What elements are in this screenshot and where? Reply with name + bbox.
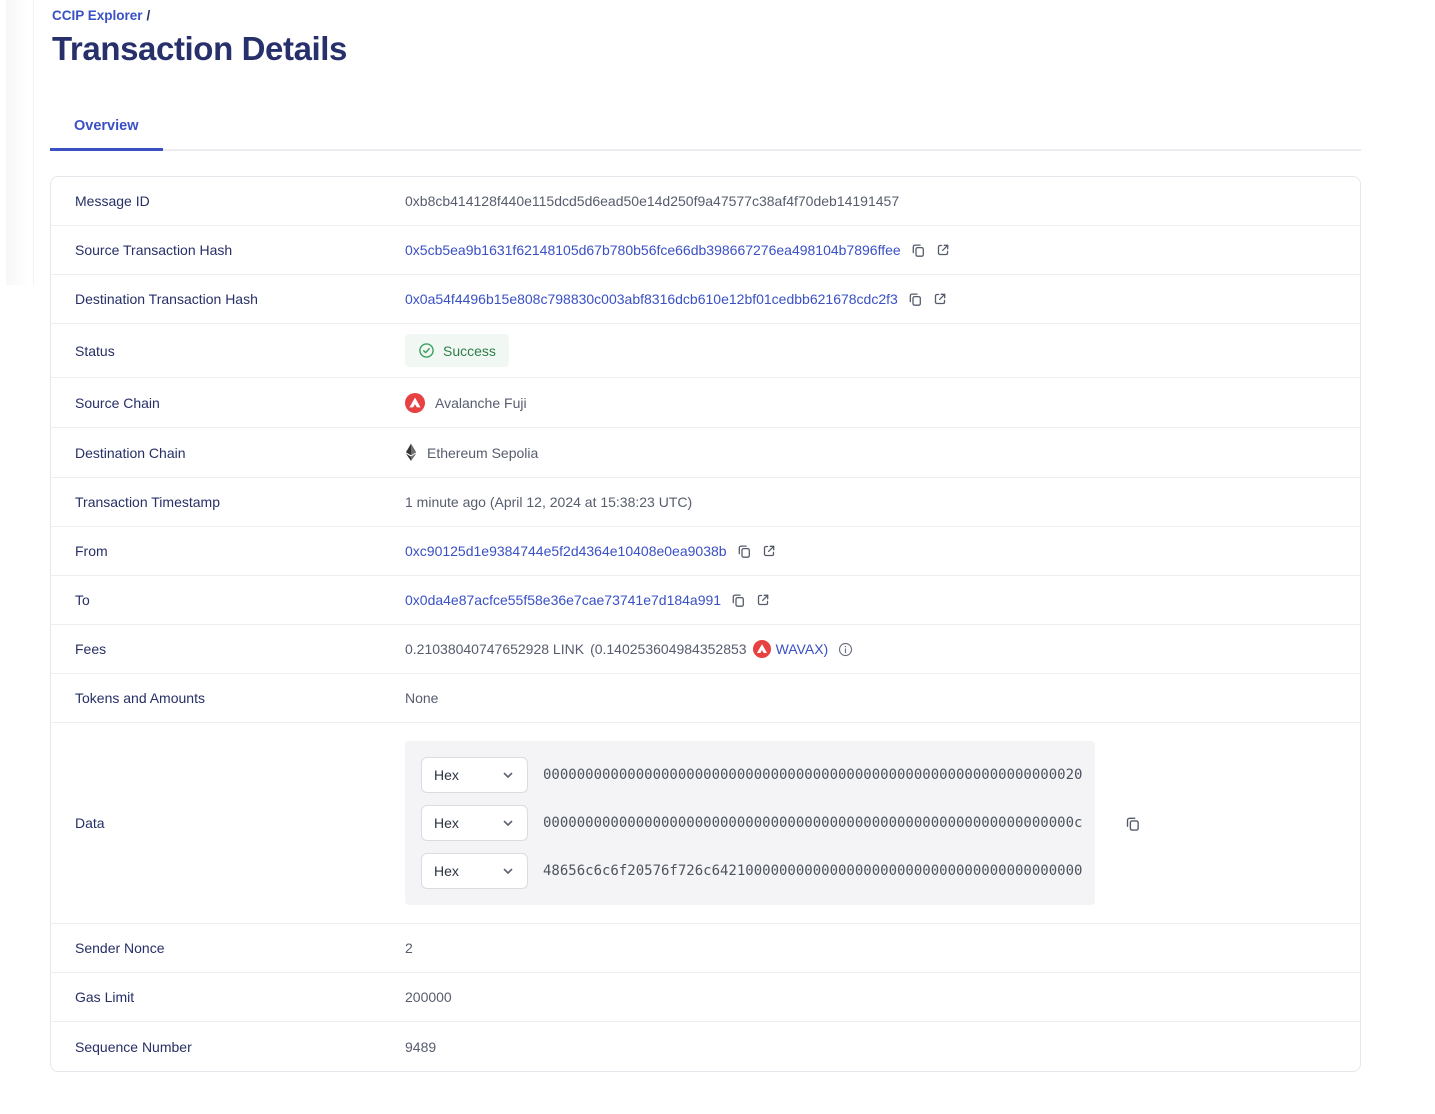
- sequence-number-label: Sequence Number: [75, 1038, 192, 1055]
- dest-chain-name: Ethereum Sepolia: [427, 444, 539, 461]
- row-dest-tx-hash: Destination Transaction Hash 0x0a54f4496…: [51, 275, 1360, 324]
- chevron-down-icon: [501, 768, 515, 782]
- copy-icon[interactable]: [910, 242, 926, 258]
- transaction-details-page: CCIP Explorer / Transaction Details Overv…: [50, 0, 1361, 1072]
- fees-wavax-text: WAVAX): [775, 641, 829, 657]
- copy-icon[interactable]: [730, 592, 746, 608]
- to-label: To: [75, 592, 90, 608]
- copy-icon[interactable]: [907, 291, 923, 307]
- tab-bar: Overview: [50, 117, 1361, 151]
- external-link-icon[interactable]: [761, 543, 777, 559]
- row-sequence-number: Sequence Number 9489: [51, 1022, 1360, 1071]
- row-source-chain: Source Chain Avalanche Fuji: [51, 378, 1360, 428]
- fees-link-amount: 0.21038040747652928 LINK: [405, 641, 585, 657]
- row-from: From 0xc90125d1e9384744e5f2d4364e10408e0…: [51, 527, 1360, 576]
- external-link-icon[interactable]: [935, 242, 951, 258]
- chevron-down-icon: [501, 864, 515, 878]
- from-address-link[interactable]: 0xc90125d1e9384744e5f2d4364e10408e0ea903…: [405, 543, 727, 559]
- data-line: Hex 000000000000000000000000000000000000…: [421, 757, 1083, 793]
- external-link-icon[interactable]: [932, 291, 948, 307]
- external-link-icon[interactable]: [755, 592, 771, 608]
- row-dest-chain: Destination Chain Ethereum Sepolia: [51, 428, 1360, 478]
- row-timestamp: Transaction Timestamp 1 minute ago (Apri…: [51, 478, 1360, 527]
- row-tokens: Tokens and Amounts None: [51, 674, 1360, 723]
- timestamp-text: 1 minute ago (April 12, 2024 at 15:38:23…: [405, 494, 693, 510]
- left-edge-artifact: [6, 0, 34, 285]
- message-id-label: Message ID: [75, 193, 150, 209]
- page-title: Transaction Details: [52, 30, 348, 67]
- data-line: Hex 48656c6c6f20576f726c6421000000000000…: [421, 853, 1083, 889]
- message-id-text: 0xb8cb414128f440e115dcd5d6ead50e14d250f9…: [405, 193, 900, 209]
- row-data: Data Hex 0000000000000000000000000000000…: [51, 723, 1360, 924]
- sender-nonce-text: 2: [405, 940, 413, 956]
- tokens-text: None: [405, 690, 439, 706]
- source-chain-label: Source Chain: [75, 394, 160, 411]
- data-hex-value: 48656c6c6f20576f726c64210000000000000000…: [543, 863, 1083, 879]
- data-hex-value: 0000000000000000000000000000000000000000…: [543, 767, 1083, 783]
- hex-format-select[interactable]: Hex: [421, 757, 528, 793]
- hex-format-select[interactable]: Hex: [421, 805, 528, 841]
- message-id-value: 0xb8cb414128f440e115dcd5d6ead50e14d250f9…: [405, 193, 899, 209]
- info-icon[interactable]: [838, 642, 853, 657]
- data-line: Hex 000000000000000000000000000000000000…: [421, 805, 1083, 841]
- data-hex-value: 0000000000000000000000000000000000000000…: [543, 815, 1083, 831]
- hex-select-label: Hex: [434, 863, 459, 879]
- breadcrumb-ccip-explorer-link[interactable]: CCIP Explorer: [52, 8, 143, 23]
- sender-nonce-label: Sender Nonce: [75, 940, 165, 956]
- row-status: Status Success: [51, 324, 1360, 378]
- from-label: From: [75, 543, 108, 559]
- breadcrumb: CCIP Explorer /: [52, 0, 1361, 23]
- row-sender-nonce: Sender Nonce 2: [51, 924, 1360, 973]
- data-panel: Hex 000000000000000000000000000000000000…: [405, 741, 1095, 905]
- ethereum-icon: [405, 443, 417, 462]
- sequence-number-text: 9489: [405, 1038, 437, 1055]
- copy-icon[interactable]: [736, 543, 752, 559]
- hex-select-label: Hex: [434, 815, 459, 831]
- row-gas-limit: Gas Limit 200000: [51, 973, 1360, 1022]
- source-tx-hash-label: Source Transaction Hash: [75, 242, 233, 258]
- status-label: Status: [75, 342, 115, 359]
- hex-select-label: Hex: [434, 767, 459, 783]
- fees-label: Fees: [75, 641, 107, 657]
- chevron-down-icon: [501, 816, 515, 830]
- status-badge: Success: [405, 334, 509, 367]
- tab-overview[interactable]: Overview: [50, 118, 163, 151]
- check-circle-icon: [418, 342, 435, 359]
- gas-limit-text: 200000: [405, 989, 452, 1005]
- avalanche-icon: [752, 640, 771, 658]
- breadcrumb-separator: /: [146, 8, 151, 23]
- dest-chain-value: Ethereum Sepolia: [405, 443, 538, 462]
- copy-icon[interactable]: [1124, 815, 1141, 832]
- hex-format-select[interactable]: Hex: [421, 853, 528, 889]
- to-address-link[interactable]: 0x0da4e87acfce55f58e36e7cae73741e7d184a9…: [405, 592, 722, 608]
- transaction-details-card: Message ID 0xb8cb414128f440e115dcd5d6ead…: [50, 176, 1361, 1072]
- fees-paren-amount: (0.140253604984352853: [590, 641, 747, 657]
- source-tx-hash-link[interactable]: 0x5cb5ea9b1631f62148105d67b780b56fce66db…: [405, 242, 901, 258]
- dest-chain-label: Destination Chain: [75, 444, 186, 461]
- gas-limit-label: Gas Limit: [75, 989, 135, 1005]
- row-source-tx-hash: Source Transaction Hash 0x5cb5ea9b1631f6…: [51, 226, 1360, 275]
- source-chain-name: Avalanche Fuji: [435, 394, 527, 411]
- timestamp-label: Transaction Timestamp: [75, 494, 220, 510]
- data-label: Data: [75, 815, 105, 831]
- dest-tx-hash-label: Destination Transaction Hash: [75, 291, 258, 307]
- row-to: To 0x0da4e87acfce55f58e36e7cae73741e7d18…: [51, 576, 1360, 625]
- dest-tx-hash-link[interactable]: 0x0a54f4496b15e808c798830c003abf8316dcb6…: [405, 291, 898, 307]
- tokens-label: Tokens and Amounts: [75, 690, 205, 706]
- source-chain-value: Avalanche Fuji: [405, 392, 527, 413]
- status-text: Success: [443, 342, 496, 359]
- row-fees: Fees 0.21038040747652928 LINK (0.1402536…: [51, 625, 1360, 674]
- fees-wavax-link[interactable]: WAVAX): [752, 640, 829, 658]
- row-message-id: Message ID 0xb8cb414128f440e115dcd5d6ead…: [51, 177, 1360, 226]
- avalanche-icon: [405, 392, 425, 413]
